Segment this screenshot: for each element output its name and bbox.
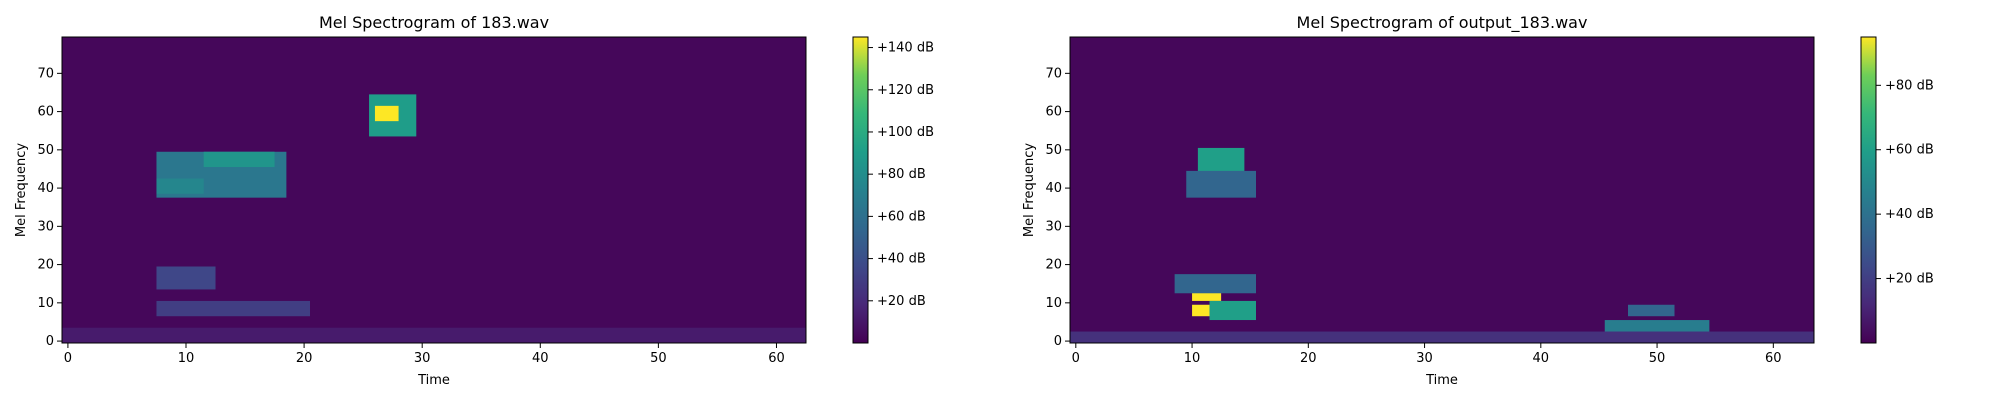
colorbar-tick-label: +80 dB bbox=[1885, 78, 1934, 93]
heatmap-region bbox=[1192, 304, 1222, 317]
x-tick-label: 0 bbox=[64, 351, 72, 366]
y-tick-label: 70 bbox=[1045, 66, 1062, 81]
heatmap-region bbox=[156, 266, 216, 290]
y-tick-label: 30 bbox=[37, 219, 54, 234]
x-axis-label-2: Time bbox=[1425, 373, 1458, 388]
y-tick-label: 50 bbox=[1045, 143, 1062, 158]
colorbar-tick-label: +20 dB bbox=[877, 294, 926, 309]
colorbar-tick-label: +80 dB bbox=[877, 167, 926, 182]
y-ticks-2: 0 10 20 30 40 50 60 70 bbox=[1045, 66, 1070, 349]
x-tick-label: 50 bbox=[650, 351, 667, 366]
x-tick-label: 40 bbox=[532, 351, 549, 366]
colorbar-tick-label: +60 dB bbox=[1885, 143, 1934, 158]
y-tick-label: 30 bbox=[1045, 219, 1062, 234]
x-tick-label: 50 bbox=[1649, 351, 1666, 366]
x-tick-label: 20 bbox=[1300, 351, 1317, 366]
heatmap-region bbox=[1197, 147, 1245, 175]
colorbar-tick-label: +40 dB bbox=[877, 252, 926, 267]
x-tick-label: 60 bbox=[768, 351, 785, 366]
x-ticks-2: 0 10 20 30 40 50 60 bbox=[1072, 343, 1782, 366]
heatmap-2 bbox=[1070, 37, 1814, 343]
heatmap-region bbox=[1186, 170, 1256, 198]
colorbar-tick-label: +120 dB bbox=[877, 83, 934, 98]
y-tick-label: 0 bbox=[46, 334, 54, 349]
heatmap-region bbox=[374, 105, 399, 122]
colorbar-2 bbox=[1860, 36, 1877, 344]
x-tick-label: 0 bbox=[1072, 351, 1080, 366]
y-tick-label: 10 bbox=[37, 296, 54, 311]
colorbar-tick-label: +40 dB bbox=[1885, 207, 1934, 222]
y-tick-label: 50 bbox=[37, 143, 54, 158]
colorbar-tick-label: +140 dB bbox=[877, 41, 934, 56]
y-tick-label: 60 bbox=[1045, 105, 1062, 120]
x-tick-label: 60 bbox=[1765, 351, 1782, 366]
y-tick-label: 40 bbox=[1045, 181, 1062, 196]
chart-title-2: Mel Spectrogram of output_183.wav bbox=[1297, 13, 1588, 33]
heatmap-region bbox=[156, 178, 204, 194]
colorbar-tick-label: +100 dB bbox=[877, 125, 934, 140]
y-tick-label: 70 bbox=[37, 66, 54, 81]
x-axis-label-1: Time bbox=[417, 373, 450, 388]
spectrogram-panel-1: Mel Spectrogram of 183.wav 0 10 20 30 40 50 60… bbox=[14, 13, 934, 388]
y-tick-label: 10 bbox=[1045, 296, 1062, 311]
x-ticks-1: 0 10 20 30 40 50 60 bbox=[64, 343, 785, 366]
x-tick-label: 30 bbox=[414, 351, 431, 366]
heatmap-background bbox=[1070, 37, 1814, 343]
y-tick-label: 20 bbox=[1045, 258, 1062, 273]
heatmap-region bbox=[1174, 274, 1256, 294]
y-ticks-1: 0 10 20 30 40 50 60 70 bbox=[37, 66, 62, 349]
y-axis-label-2: Mel Frequency bbox=[1022, 143, 1037, 237]
colorbar-ticks-1: +20 dB +40 dB +60 dB +80 dB +100 dB +120 dB +1… bbox=[868, 41, 934, 309]
plot-frame-1 bbox=[61, 36, 807, 344]
heatmap-region bbox=[1192, 289, 1222, 301]
x-tick-label: 10 bbox=[1184, 351, 1201, 366]
y-tick-label: 60 bbox=[37, 105, 54, 120]
heatmap-region bbox=[156, 300, 310, 317]
colorbar-tick-label: +20 dB bbox=[1885, 272, 1934, 287]
heatmap-region bbox=[1070, 331, 1814, 343]
y-axis-label-1: Mel Frequency bbox=[14, 143, 29, 237]
heatmap-region bbox=[1628, 304, 1675, 317]
x-tick-label: 30 bbox=[1416, 351, 1433, 366]
x-tick-label: 20 bbox=[296, 351, 313, 366]
x-tick-label: 10 bbox=[178, 351, 195, 366]
x-tick-label: 40 bbox=[1533, 351, 1550, 366]
chart-title-1: Mel Spectrogram of 183.wav bbox=[319, 13, 549, 32]
plot-frame-2 bbox=[1069, 36, 1815, 344]
heatmap-region bbox=[203, 151, 275, 168]
y-tick-label: 20 bbox=[37, 258, 54, 273]
colorbar-1 bbox=[852, 36, 869, 344]
colorbar-tick-label: +60 dB bbox=[877, 209, 926, 224]
y-tick-label: 0 bbox=[1054, 334, 1062, 349]
spectrogram-panel-2: Mel Spectrogram of output_183.wav 0 10 20 3… bbox=[1022, 13, 1934, 388]
y-tick-label: 40 bbox=[37, 181, 54, 196]
heatmap-region bbox=[62, 327, 806, 343]
colorbar-ticks-2: +20 dB +40 dB +60 dB +80 dB bbox=[1876, 78, 1934, 287]
heatmap-region bbox=[1209, 300, 1256, 321]
heatmap-1 bbox=[62, 37, 806, 343]
